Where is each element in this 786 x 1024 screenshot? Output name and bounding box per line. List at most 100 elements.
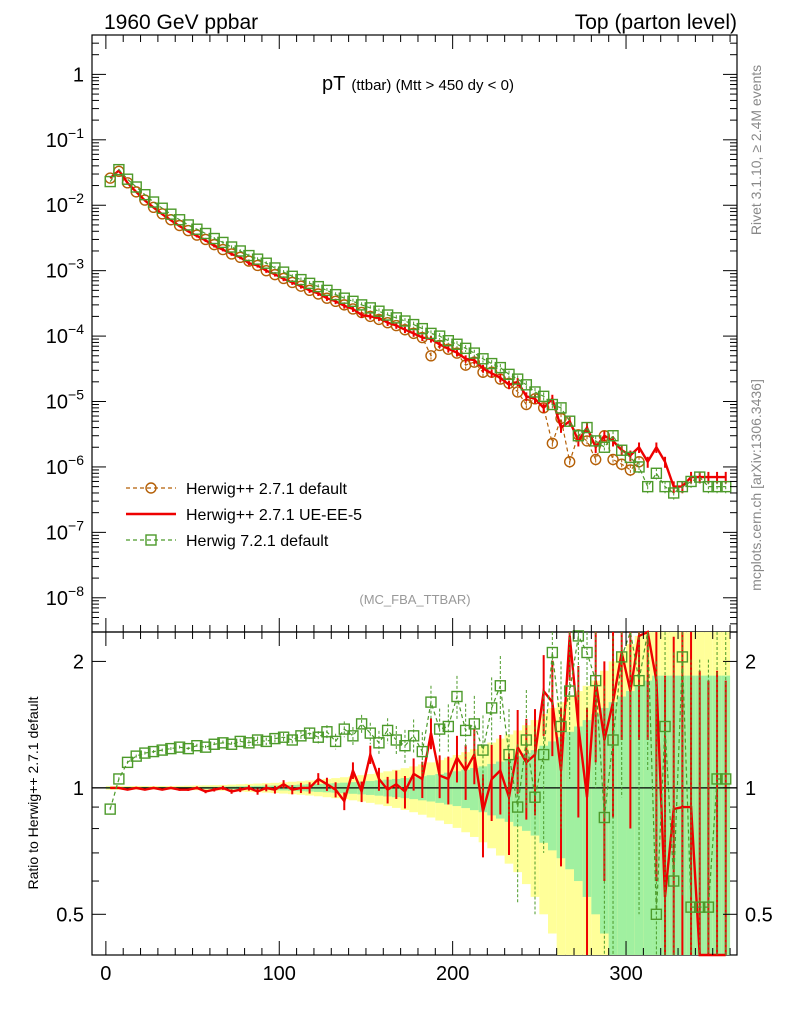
- x-tick-label: 0: [100, 963, 111, 985]
- data-point: [347, 295, 359, 308]
- ratio-point: [668, 875, 680, 887]
- ratio-point: [694, 901, 706, 913]
- series-0: [104, 165, 645, 477]
- data-point: [277, 266, 290, 278]
- ratio-point: [433, 723, 446, 735]
- data-point: [546, 437, 559, 449]
- data-point: [668, 487, 680, 499]
- ratio-y-tick-label-right: 2: [745, 651, 756, 673]
- y-tick-label: 10−1: [46, 125, 84, 152]
- data-point: [355, 299, 368, 311]
- legend-marker: [145, 534, 157, 546]
- tick-exponent: −8: [68, 583, 84, 599]
- data-point: [156, 202, 168, 214]
- x-tick-label: 300: [609, 963, 642, 985]
- tick-exponent: −5: [68, 387, 84, 403]
- data-point: [364, 302, 376, 314]
- tick-exponent: −1: [68, 125, 84, 141]
- data-point: [217, 243, 229, 256]
- x-tick-label: 200: [436, 963, 469, 985]
- rivet-label: Rivet 3.1.10, ≥ 2.4M events: [748, 65, 764, 235]
- ratio-point: [277, 731, 290, 743]
- data-point: [494, 361, 507, 374]
- data-point: [694, 471, 706, 483]
- data-point: [650, 467, 663, 479]
- legend-entry: Herwig++ 2.7.1 UE-EE-5: [186, 507, 362, 524]
- data-point: [191, 223, 203, 235]
- data-point: [624, 451, 637, 464]
- ratio-point: [130, 750, 142, 762]
- ratio-point: [182, 742, 194, 755]
- ratio-point: [225, 738, 238, 750]
- ratio-point: [685, 901, 697, 913]
- data-point: [225, 241, 238, 253]
- data-point: [633, 461, 645, 473]
- legend: Herwig++ 2.7.1 default Herwig++ 2.7.1 UE-…: [126, 481, 362, 550]
- data-point: [702, 480, 715, 493]
- data-point: [642, 480, 654, 493]
- inner-band-bin: [634, 685, 644, 955]
- ratio-point: [477, 744, 489, 756]
- ratio-point: [260, 735, 272, 748]
- ratio-point: [156, 744, 168, 756]
- data-point: [572, 430, 585, 442]
- ratio-point: [355, 718, 368, 730]
- header-right: Top (parton level): [575, 11, 737, 34]
- y-tick-label: 1: [73, 64, 84, 86]
- ratio-point: [485, 702, 498, 714]
- y-tick-label: 10−2: [46, 190, 84, 217]
- data-point: [624, 464, 637, 476]
- ratio-point: [113, 773, 125, 785]
- mcplots-label: mcplots.cern.ch [arXiv:1306.3436]: [748, 379, 764, 591]
- data-point: [659, 480, 671, 493]
- ratio-point: [633, 674, 645, 687]
- tick-base: 10: [46, 130, 68, 152]
- ratio-point: [520, 734, 533, 746]
- data-point: [407, 318, 420, 331]
- ratio-point: [121, 756, 134, 769]
- inner-band-bin: [643, 680, 653, 955]
- ratio-point: [650, 908, 663, 920]
- ratio-point: [563, 685, 576, 697]
- tick-base: 10: [46, 326, 68, 348]
- ratio-y-tick-label: 1: [73, 778, 84, 800]
- data-point: [303, 277, 316, 290]
- data-point: [589, 435, 602, 447]
- ratio-point: [720, 773, 732, 785]
- y-tick-label: 10−7: [46, 517, 84, 544]
- tick-exponent: −7: [68, 517, 84, 533]
- data-point: [104, 175, 116, 188]
- ratio-point: [451, 690, 463, 703]
- x-tick-label: 100: [263, 963, 296, 985]
- data-point: [563, 415, 576, 427]
- ratio-point: [607, 734, 619, 746]
- data-point: [139, 188, 151, 201]
- ratio-point: [269, 732, 281, 745]
- ratio-point: [459, 724, 472, 737]
- ratio-point: [191, 739, 203, 752]
- data-point: [182, 219, 194, 231]
- ratio-point: [303, 727, 316, 739]
- ratio-plot-frame: [91, 631, 738, 956]
- ratio-point: [399, 739, 411, 752]
- tick-base: 10: [46, 392, 68, 414]
- ratio-point: [555, 720, 567, 733]
- tick-base: 10: [46, 522, 68, 544]
- tick-exponent: −2: [68, 190, 84, 206]
- main-title-main: pT: [322, 73, 345, 95]
- ratio-point: [321, 726, 333, 738]
- data-point: [312, 280, 324, 293]
- inner-band-bin: [548, 741, 557, 851]
- data-point: [121, 173, 134, 185]
- inner-band-bin: [617, 696, 627, 955]
- ratio-line: [110, 630, 726, 957]
- ratio-point: [676, 651, 689, 663]
- ratio-point: [572, 630, 585, 642]
- data-point: [243, 249, 255, 262]
- main-panel: 110−110−210−310−410−510−610−710−8 pT (ttb…: [46, 34, 738, 633]
- ratio-point: [546, 646, 559, 659]
- y-tick-label: 10−8: [46, 583, 84, 610]
- data-point: [191, 229, 203, 241]
- data-point: [598, 441, 611, 453]
- ratio-y-tick-label: 2: [73, 651, 84, 673]
